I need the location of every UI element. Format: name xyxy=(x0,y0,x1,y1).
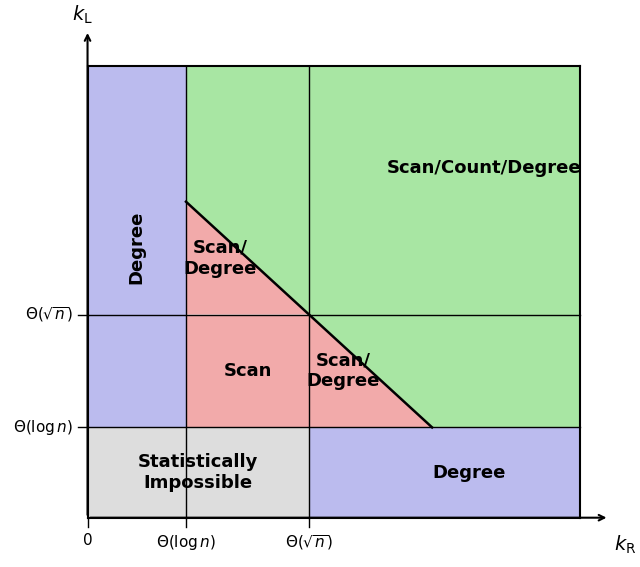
Text: $\Theta(\sqrt{n})$: $\Theta(\sqrt{n})$ xyxy=(25,305,73,324)
Text: 0: 0 xyxy=(83,534,92,548)
Text: $\Theta(\log n)$: $\Theta(\log n)$ xyxy=(13,418,73,437)
Polygon shape xyxy=(309,315,432,428)
Text: Degree: Degree xyxy=(128,210,146,284)
Text: Scan/Count/Degree: Scan/Count/Degree xyxy=(387,159,581,177)
Polygon shape xyxy=(88,66,186,428)
Polygon shape xyxy=(186,315,309,428)
Polygon shape xyxy=(186,202,309,315)
Text: $k_{\mathrm{R}}$: $k_{\mathrm{R}}$ xyxy=(614,534,637,556)
Polygon shape xyxy=(186,66,580,428)
Text: $\Theta(\sqrt{n})$: $\Theta(\sqrt{n})$ xyxy=(285,534,333,552)
Text: Scan: Scan xyxy=(223,362,272,380)
Polygon shape xyxy=(309,428,580,518)
Text: $k_{\mathrm{L}}$: $k_{\mathrm{L}}$ xyxy=(72,3,93,26)
Text: Scan/
Degree: Scan/ Degree xyxy=(307,352,380,391)
Text: Statistically
Impossible: Statistically Impossible xyxy=(138,453,259,492)
Text: $\Theta(\log n)$: $\Theta(\log n)$ xyxy=(156,534,216,552)
Polygon shape xyxy=(88,428,309,518)
Text: Scan/
Degree: Scan/ Degree xyxy=(184,239,257,277)
Text: Degree: Degree xyxy=(433,464,506,481)
